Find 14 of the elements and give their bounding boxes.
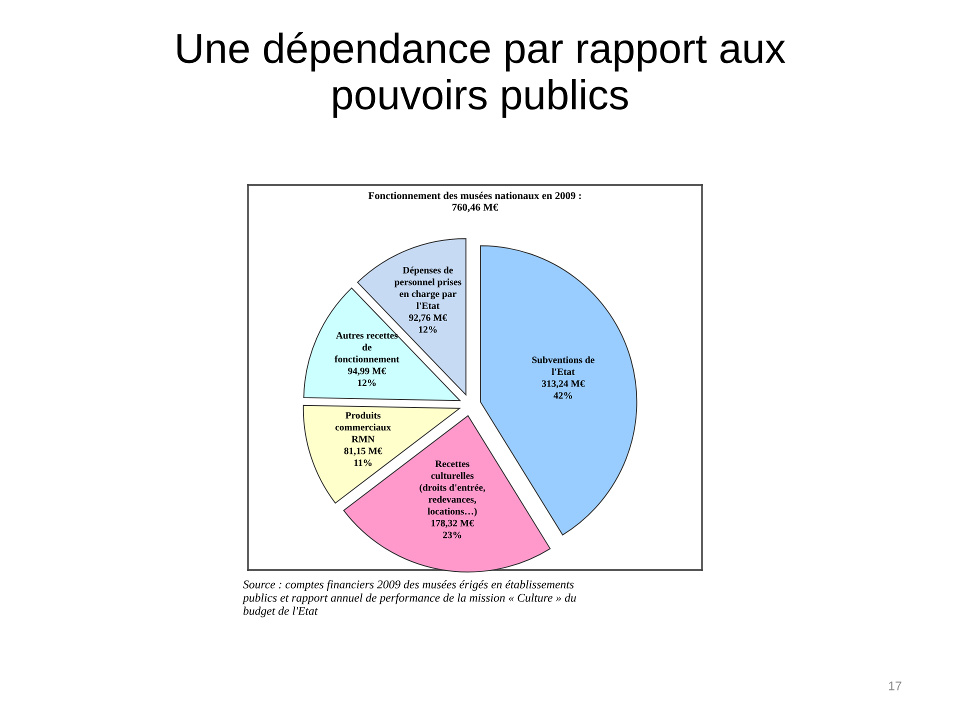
slice-label: Recettes culturelles (droits d'entrée, redevances, locations…) [420,460,486,517]
chart-subtitle: Fonctionnement des musées nationaux en 2009 : 760,46 M€ [368,192,581,212]
slice-label: Autres recettes de fonctionnement [334,332,400,362]
data-label: 81,15 M€ 11% [344,448,382,466]
data-label: 313,24 M€ 42% [542,380,585,399]
slice-label: Subventions de l'Etat [532,356,594,376]
data-label: 178,32 M€ 23% [432,520,474,538]
slice-label: Dépenses de personnel prises en charge par l'Etat [394,266,462,310]
data-label: 94,99 M€ 12% [348,368,386,386]
source-note: Source : comptes financiers 2009 des musées érigés en établissements publics et rapport annuel de performance de la mission « Culture » du budget de l'Etat [242,580,576,618]
chart-title: Une dépendance par rapport aux pouvoirs publics [177,32,786,118]
data-label: 92,76 M€ 12% [409,314,447,333]
text: 17 [889,682,902,690]
slice-label: Produits commerciaux RMN [335,412,391,442]
